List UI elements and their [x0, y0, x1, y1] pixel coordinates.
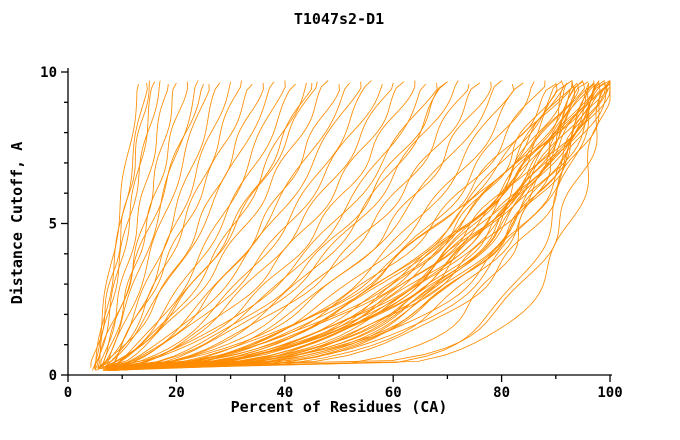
gdt-curve [108, 82, 481, 369]
gdt-curve [102, 81, 189, 370]
gdt-curve [108, 81, 562, 370]
gdt-curve [110, 81, 492, 368]
gdt-curve [108, 81, 586, 371]
gdt-curve [109, 80, 546, 368]
gdt-curve [109, 83, 611, 369]
gdt-curve [103, 80, 286, 371]
gdt-curve [110, 82, 524, 370]
gdt-curve [95, 82, 177, 371]
gdt-curve [104, 80, 242, 370]
gdt-curve [107, 80, 600, 368]
gdt-curve [109, 84, 580, 369]
gdt-curve [97, 82, 264, 369]
gdt-curve [94, 83, 204, 371]
gdt-curve [114, 82, 595, 370]
x-tick-label: 0 [64, 385, 72, 401]
gdt-curve [113, 83, 594, 370]
gdt-curve [111, 80, 574, 370]
gdt-curve [105, 84, 210, 368]
gdt-curve [104, 81, 589, 368]
gdt-curve [109, 80, 372, 369]
gdt-curve [100, 81, 448, 370]
gdt-curves [90, 80, 611, 371]
gdt-curve [93, 81, 156, 369]
gdt-curve [107, 82, 351, 370]
x-tick-label: 80 [493, 385, 510, 401]
gdt-curve [105, 81, 362, 370]
gdt-curve [107, 80, 573, 370]
gdt-curve [112, 81, 606, 368]
gdt-curve [110, 80, 595, 371]
gdt-curve [111, 82, 600, 369]
gdt-curve [108, 83, 427, 369]
y-tick-label: 0 [49, 368, 57, 384]
gdt-curve [114, 80, 611, 371]
gdt-curve [97, 80, 161, 368]
gdt-curve [105, 80, 416, 370]
gdt-curve [112, 80, 611, 368]
axes: 0 20 40 60 80 100 0 5 10 [40, 65, 623, 401]
x-tick-label: 60 [385, 385, 402, 401]
x-tick-label: 100 [597, 385, 622, 401]
gdt-curve [90, 80, 150, 368]
gdt-curve [101, 82, 221, 368]
gdt-curve [106, 80, 611, 370]
y-tick-label: 10 [40, 65, 57, 81]
x-tick-label: 20 [168, 385, 185, 401]
y-tick-label: 5 [49, 217, 57, 233]
gdt-curve [106, 80, 502, 371]
gdt-curve [97, 82, 313, 370]
gdt-curve [109, 80, 459, 370]
gdt-curve [105, 82, 558, 370]
gdt-curve [103, 81, 405, 370]
x-tick-label: 40 [276, 385, 293, 401]
gdt-curve [100, 81, 275, 368]
gdt-curve [104, 82, 438, 368]
gdt-curve [92, 84, 139, 371]
gdt-curve [106, 80, 329, 368]
gdt-curve [106, 83, 253, 369]
gdt-curve [105, 84, 470, 370]
y-axis-label: Distance Cutoff, A [8, 142, 26, 305]
gdt-curve [112, 81, 584, 371]
gdt-curve [103, 83, 557, 371]
gdt-curve [106, 83, 567, 368]
gdt-curve [105, 83, 296, 370]
gdt-curve [110, 80, 605, 369]
gdt-curve [116, 81, 611, 369]
gdt-curve [101, 81, 318, 369]
gdt-curve [105, 82, 605, 370]
gdt-curve [109, 82, 597, 370]
gdt-curve [94, 82, 148, 370]
gdt-curve [106, 83, 383, 368]
x-axis-label: Percent of Residues (CA) [231, 398, 448, 416]
gdt-curve [99, 80, 199, 369]
gdt-curve [103, 84, 340, 371]
gdt-curve [105, 81, 573, 370]
gdt-curve [111, 83, 576, 370]
gdt-curve [110, 82, 394, 371]
chart-title: T1047s2-D1 [294, 10, 384, 28]
